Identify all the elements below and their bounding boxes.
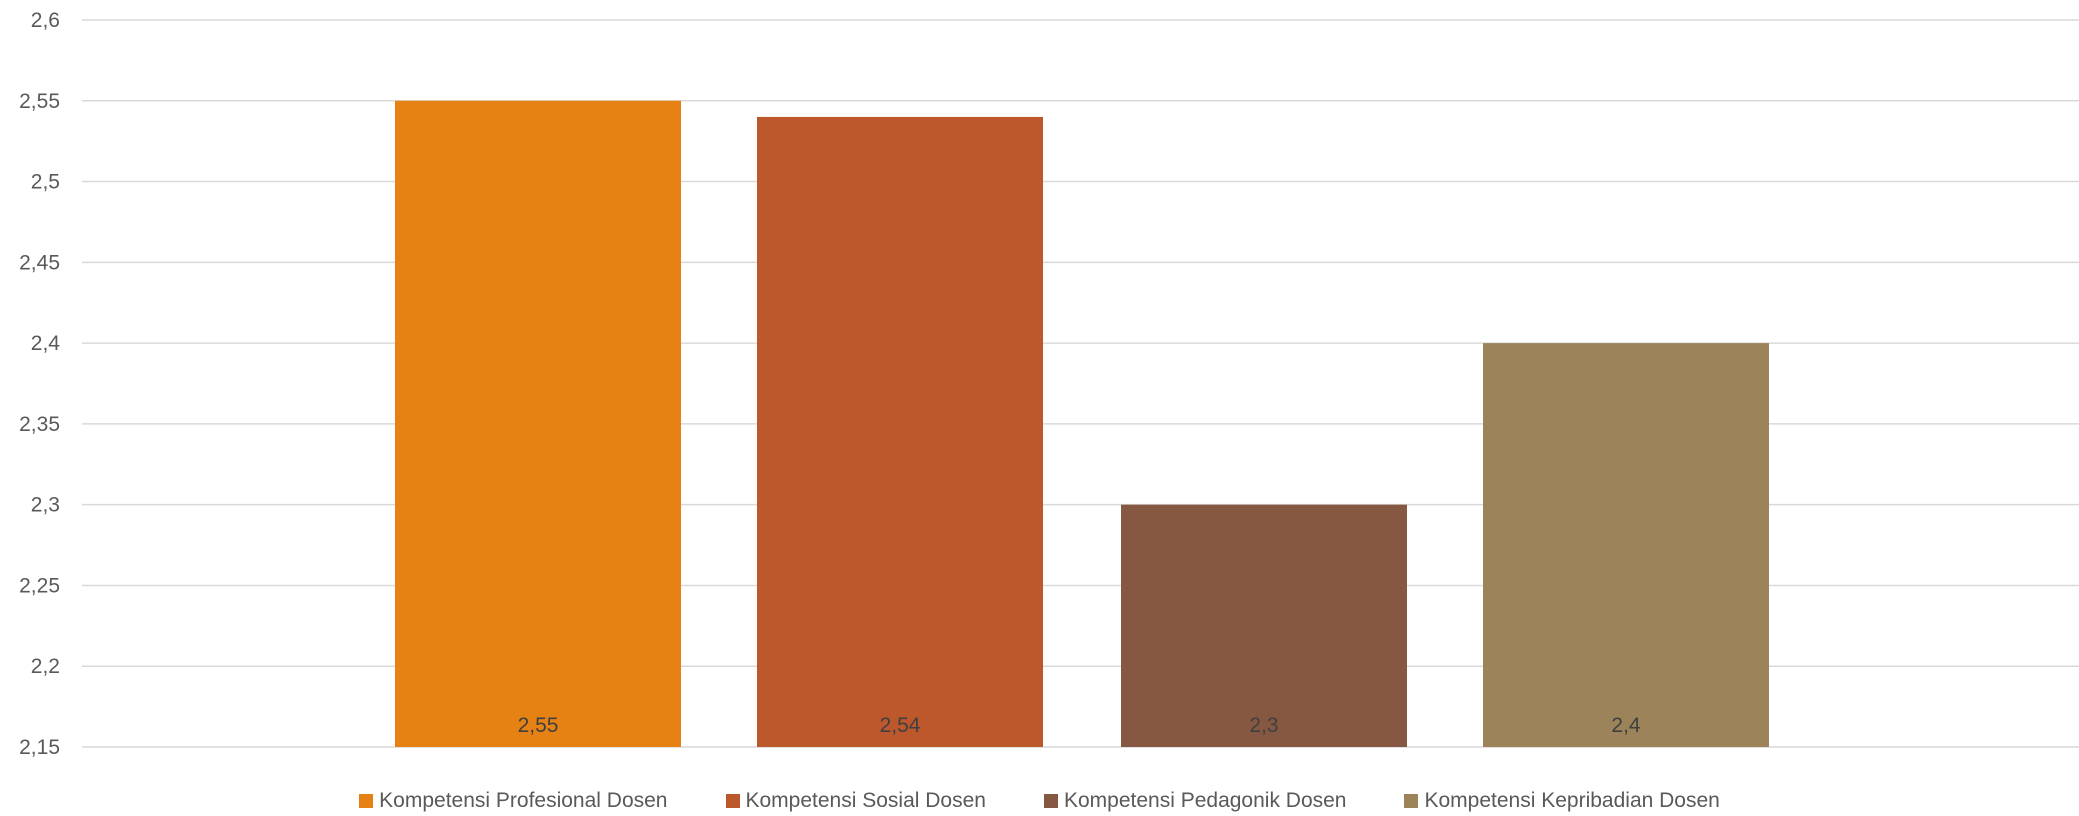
legend-swatch bbox=[1404, 794, 1419, 808]
bar bbox=[395, 100, 681, 748]
bar bbox=[1121, 504, 1407, 747]
gridlines bbox=[82, 19, 2079, 748]
y-tick-label: 2,15 bbox=[19, 736, 60, 759]
bar bbox=[757, 116, 1043, 747]
legend-swatch bbox=[725, 794, 740, 808]
data-labels: 2,55 2,54 2,3 2,4 bbox=[518, 714, 1641, 737]
legend-swatch bbox=[1043, 794, 1058, 808]
legend-label: Kompetensi Profesional Dosen bbox=[379, 789, 668, 812]
y-tick-label: 2,3 bbox=[31, 494, 60, 517]
legend-item: Kompetensi Profesional Dosen bbox=[359, 789, 668, 813]
y-tick-label: 2,55 bbox=[19, 90, 60, 113]
y-tick-label: 2,5 bbox=[31, 171, 60, 194]
legend-label: Kompetensi Kepribadian Dosen bbox=[1424, 789, 1720, 812]
y-tick-label: 2,6 bbox=[31, 9, 60, 32]
y-tick-label: 2,4 bbox=[31, 332, 61, 355]
bar-value-label: 2,55 bbox=[518, 714, 559, 737]
y-axis-tick-labels: 2,15 2,2 2,25 2,3 2,35 2,4 2,45 2,5 2,55 2,6 bbox=[19, 9, 60, 759]
bar-value-label: 2,54 bbox=[880, 714, 921, 737]
legend: Kompetensi Profesional Dosen Kompetensi S… bbox=[0, 786, 2079, 816]
bar-value-label: 2,3 bbox=[1249, 714, 1278, 737]
legend-label: Kompetensi Pedagonik Dosen bbox=[1063, 789, 1347, 812]
y-tick-label: 2,2 bbox=[31, 655, 60, 678]
legend-item: Kompetensi Pedagonik Dosen bbox=[1043, 789, 1347, 813]
y-tick-label: 2,45 bbox=[19, 251, 60, 274]
legend-item: Kompetensi Kepribadian Dosen bbox=[1404, 789, 1720, 813]
legend-label: Kompetensi Sosial Dosen bbox=[745, 789, 986, 812]
bar-value-label: 2,4 bbox=[1611, 714, 1641, 737]
y-tick-label: 2,25 bbox=[19, 574, 60, 597]
legend-item: Kompetensi Sosial Dosen bbox=[725, 789, 986, 813]
bars bbox=[395, 100, 1769, 748]
legend-swatch bbox=[359, 794, 374, 808]
bar bbox=[1483, 343, 1769, 747]
y-tick-label: 2,35 bbox=[19, 413, 60, 436]
